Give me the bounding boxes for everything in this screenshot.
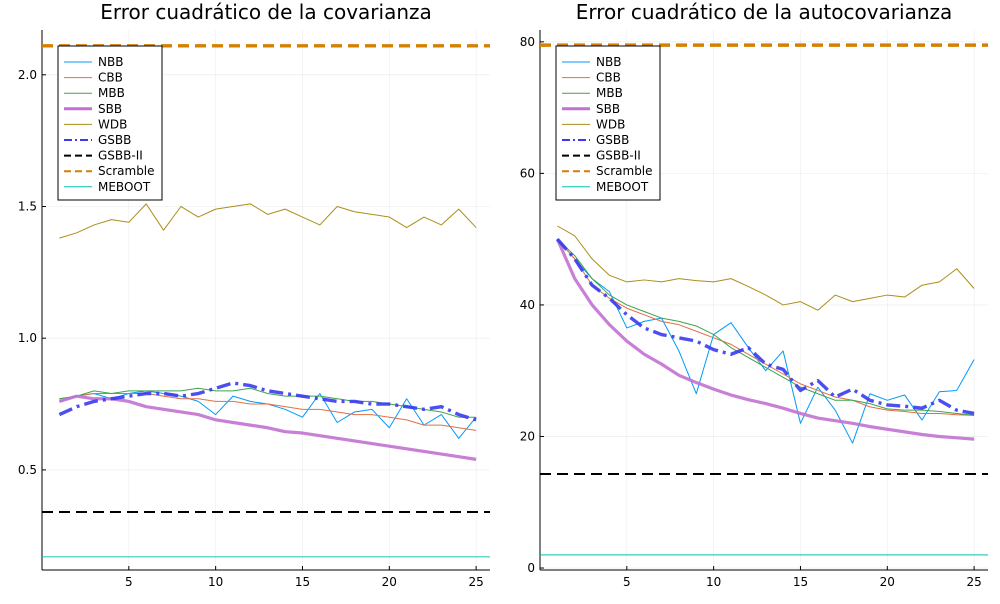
series-line-gsbb (58, 381, 477, 422)
x-tick-label: 20 (382, 575, 397, 589)
legend-label: CBB (596, 71, 621, 85)
series-line-wdb (557, 225, 975, 311)
chart-title: Error cuadrático de la covarianza (100, 0, 432, 24)
x-tick-label: 10 (706, 575, 721, 589)
legend-label: MEBOOT (98, 180, 151, 194)
legend-label: NBB (98, 55, 123, 69)
legend-label: SBB (596, 102, 620, 116)
legend-label: GSBB-II (98, 149, 143, 163)
x-tick-label: 5 (623, 575, 631, 589)
legend-label: CBB (98, 71, 123, 85)
autocovariance-chart-panel: Error cuadrático de la autocovarianza 5 1… (520, 0, 988, 589)
series-line-mbb (557, 238, 975, 416)
series-line-cbb (556, 238, 975, 416)
y-tick-label: 2.0 (18, 68, 37, 82)
x-tick-label: 15 (793, 575, 808, 589)
legend-label: MEBOOT (596, 180, 649, 194)
y-tick-label: 60 (520, 166, 535, 180)
y-tick-label: 1.0 (18, 331, 37, 345)
y-tick-label: 20 (520, 429, 535, 443)
x-tick-label: 15 (295, 575, 310, 589)
series-group (540, 43, 988, 556)
y-tick-label: 40 (520, 298, 535, 312)
series-line-sbb (58, 394, 477, 461)
series-line-sbb (555, 238, 975, 441)
series-line-mbb (59, 387, 477, 418)
legend-label: Scramble (98, 164, 155, 178)
legend-label: MBB (596, 86, 623, 100)
legend-label: GSBB (98, 133, 131, 147)
x-tick-label: 25 (966, 575, 981, 589)
legend-box (57, 45, 163, 201)
covariance-chart-panel: Error cuadrático de la covarianza 5 10 15 2… (18, 0, 490, 589)
legend-box (555, 45, 661, 201)
legend-label: WDB (596, 117, 625, 131)
legend-label: SBB (98, 102, 122, 116)
legend-label: WDB (98, 117, 127, 131)
legend-label: NBB (596, 55, 621, 69)
series-line-gsbb (556, 238, 975, 416)
legend-label: GSBB-II (596, 149, 641, 163)
x-tick-label: 25 (468, 575, 483, 589)
legend-label: Scramble (596, 164, 653, 178)
series-line-nbb (556, 238, 975, 444)
legend-label: MBB (98, 86, 125, 100)
chart-title: Error cuadrático de la autocovarianza (576, 0, 953, 24)
series-line-cbb (59, 393, 477, 431)
grid (42, 30, 490, 570)
y-tick-label: 0.5 (18, 463, 37, 477)
legend-label: GSBB (596, 133, 629, 147)
x-tick-label: 5 (125, 575, 133, 589)
y-tick-label: 0 (527, 561, 535, 575)
x-tick-label: 20 (880, 575, 895, 589)
x-tick-label: 10 (208, 575, 223, 589)
y-tick-label: 1.5 (18, 199, 37, 213)
y-tick-label: 80 (520, 35, 535, 49)
series-line-wdb (59, 203, 477, 239)
